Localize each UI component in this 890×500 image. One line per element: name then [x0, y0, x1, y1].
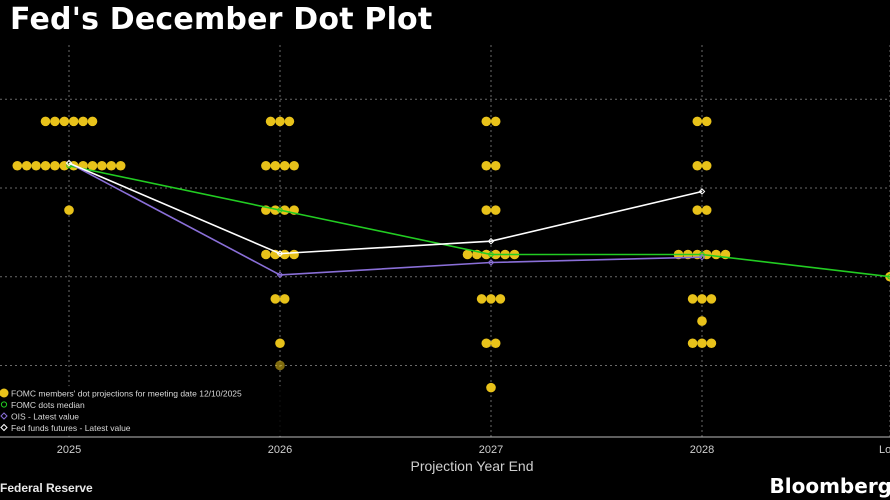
dot-projection	[706, 294, 717, 304]
series-lines	[65, 159, 890, 280]
dot-projection	[78, 116, 88, 127]
dot-projection	[270, 294, 281, 304]
series-line	[68, 164, 890, 278]
dot-projection	[697, 294, 707, 304]
dot-projection	[68, 116, 79, 127]
bloomberg-logo: Bloomberg	[769, 474, 890, 498]
dot-projection	[64, 205, 74, 215]
dot-projection	[284, 116, 295, 127]
dot-projection	[486, 294, 496, 304]
dot-projection	[481, 338, 492, 349]
dot-projection	[279, 160, 290, 171]
dot-projection	[275, 338, 285, 349]
legend-label: FOMC members' dot projections for meetin…	[11, 389, 242, 399]
dot-projection	[289, 160, 299, 171]
dot-projection	[265, 116, 276, 127]
series-marker	[277, 207, 283, 213]
dot-projection	[701, 160, 712, 171]
dot-projection	[476, 294, 487, 304]
legend-circle-icon	[0, 401, 8, 408]
dot-projection	[486, 382, 496, 393]
series-marker	[488, 251, 494, 258]
series-marker	[276, 250, 284, 257]
dot-projection	[495, 294, 506, 304]
legend-label: FOMC dots median	[11, 400, 85, 410]
dot-projection	[462, 249, 473, 260]
dot-projection	[701, 116, 712, 127]
dot-projection	[40, 116, 51, 127]
series-marker	[698, 188, 706, 195]
legend-background	[0, 386, 290, 436]
dot-projection	[270, 205, 281, 215]
dot-projection	[279, 294, 290, 304]
dot-projection	[687, 338, 698, 349]
dot-projection	[490, 338, 501, 349]
dot-projection	[279, 205, 290, 215]
dot-projection	[481, 249, 492, 260]
dot-projection	[481, 116, 492, 127]
dot-projection	[59, 116, 70, 127]
x-tick-label: 2025	[57, 444, 81, 456]
dot-projection	[97, 160, 107, 171]
dot-projection	[289, 249, 299, 260]
dot-projection	[87, 116, 98, 127]
legend-label: Fed funds futures - Latest value	[11, 423, 131, 433]
dot-projection	[490, 205, 501, 215]
dot-projection	[490, 116, 501, 127]
dot-projection	[687, 294, 698, 304]
chart-title: Fed's December Dot Plot	[10, 2, 433, 37]
series-line	[68, 162, 703, 255]
dot-projection	[692, 116, 703, 127]
dot-projection	[697, 338, 707, 349]
dot-projection	[701, 205, 712, 215]
dot-projection	[279, 249, 290, 260]
legend-diamond-icon	[0, 423, 8, 432]
dot-projection	[106, 160, 117, 171]
dot-projection-faded	[275, 360, 285, 371]
legend: FOMC members' dot projections for meetin…	[0, 386, 290, 436]
dot-projection	[481, 160, 492, 171]
dot-projection	[706, 338, 717, 349]
dot-projection	[12, 160, 23, 171]
series-marker	[65, 159, 73, 167]
x-axis-label: Projection Year End	[411, 458, 534, 474]
legend-dot-icon	[0, 388, 9, 398]
series-marker	[487, 259, 495, 266]
dot-projection	[21, 160, 32, 171]
dot-projection	[270, 160, 281, 171]
dot-projection	[261, 249, 271, 260]
dot-projection	[481, 205, 492, 215]
x-tick-label: Lo	[879, 444, 890, 456]
legend-diamond-icon	[0, 412, 8, 420]
x-axis-ticks: 2025 2026 2027 2028 Lo	[57, 444, 890, 456]
dot-projection	[692, 205, 703, 215]
dot-projections	[12, 116, 890, 393]
dot-projection	[261, 160, 271, 171]
dot-projection	[31, 160, 41, 171]
dot-projection	[40, 160, 51, 171]
series-marker	[699, 251, 705, 258]
x-tick-label: 2027	[479, 444, 503, 456]
series-marker	[698, 253, 706, 261]
series-marker	[276, 271, 284, 279]
dot-projection	[50, 116, 60, 127]
dot-projection	[50, 160, 60, 171]
dot-projection	[697, 316, 707, 326]
x-tick-label: 2028	[690, 444, 714, 456]
dot-projection	[692, 160, 703, 171]
x-tick-label: 2026	[268, 444, 292, 456]
grid-lines	[0, 45, 890, 437]
dot-projection	[711, 249, 721, 260]
series-marker	[487, 237, 495, 245]
dot-projection	[490, 160, 501, 171]
legend-label: OIS - Latest value	[11, 412, 79, 422]
dot-projection	[115, 160, 126, 171]
dot-projection	[87, 160, 98, 171]
series-line	[68, 162, 703, 276]
source-label: Federal Reserve	[0, 481, 93, 495]
dot-projection	[275, 116, 285, 127]
